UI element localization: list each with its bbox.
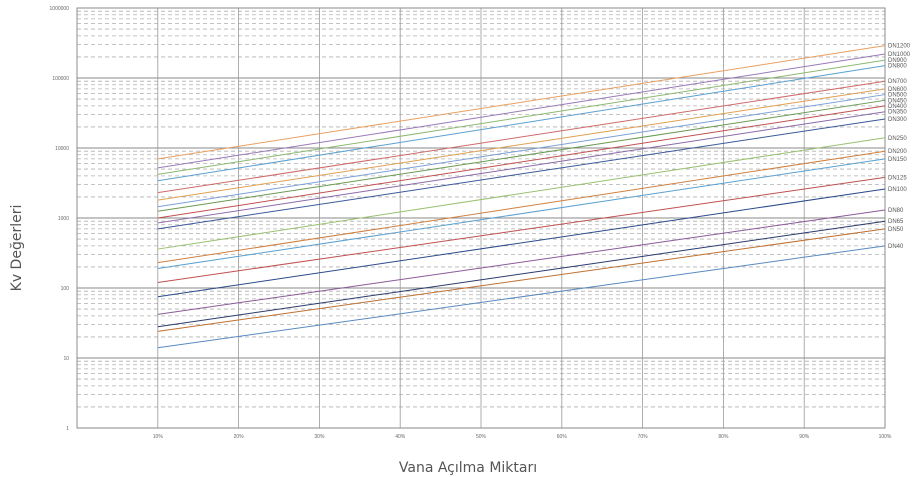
y-tick-label: 10000 [55, 146, 69, 152]
series-line-dn250 [157, 137, 886, 250]
series-label-dn500: DN500 [888, 93, 907, 99]
y-tick-label: 100000 [52, 76, 69, 82]
x-axis-title: Vana Açılma Miktarı [399, 460, 537, 476]
series-line-dn100 [157, 188, 886, 298]
y-tick-label: 10 [63, 356, 69, 362]
series-labels: DN1200DN1000DN900DN800DN700DN600DN500DN4… [888, 44, 911, 250]
series-label-dn300: DN300 [888, 117, 907, 123]
series-label-dn1200: DN1200 [888, 44, 911, 50]
series-line-dn350 [157, 111, 886, 224]
y-tick-label: 100 [61, 286, 70, 292]
x-tick-label: 80% [718, 434, 729, 440]
series-label-dn100: DN100 [888, 187, 907, 193]
series-line-dn80 [157, 209, 886, 315]
series-line-dn1000 [157, 53, 886, 169]
series-label-dn80: DN80 [888, 208, 904, 214]
series-line-dn65 [157, 220, 886, 328]
series-label-dn700: DN700 [888, 79, 907, 85]
x-tick-label: 10% [153, 434, 164, 440]
x-tick-label: 100% [879, 434, 892, 440]
x-tick-label: 60% [557, 434, 568, 440]
y-tick-label: 1000 [58, 216, 69, 222]
series-label-dn400: DN400 [888, 104, 907, 110]
series-line-dn600 [157, 88, 886, 201]
series-label-dn65: DN65 [888, 219, 904, 225]
series-label-dn200: DN200 [888, 149, 907, 155]
y-tick-label: 1 [66, 426, 69, 432]
grid [76, 7, 886, 429]
series-line-dn700 [157, 80, 886, 194]
series-line-dn150 [157, 158, 886, 269]
y-tick-label: 1000000 [50, 6, 70, 12]
series-label-dn900: DN900 [888, 58, 907, 64]
series-line-dn300 [157, 118, 886, 230]
series-label-dn125: DN125 [888, 175, 907, 181]
x-tick-label: 40% [395, 434, 406, 440]
series-label-dn40: DN40 [888, 244, 904, 250]
series-lines [157, 45, 886, 349]
series-line-dn40 [157, 245, 886, 349]
x-tick-label: 50% [476, 434, 487, 440]
series-line-dn50 [157, 228, 886, 332]
series-label-dn350: DN350 [888, 110, 907, 116]
series-line-dn900 [157, 59, 886, 175]
x-tick-label: 90% [799, 434, 810, 440]
x-tick-label: 20% [234, 434, 245, 440]
series-line-dn125 [157, 176, 886, 283]
series-line-dn450 [157, 99, 886, 212]
tick-labels: 1000000 100000 10000 1000 100 10 1 10% 20% 30% 40%… [50, 6, 892, 440]
series-line-dn200 [157, 150, 886, 264]
plot-frame [76, 7, 886, 429]
series-label-dn450: DN450 [888, 98, 907, 104]
series-label-dn250: DN250 [888, 136, 907, 142]
series-line-dn800 [157, 65, 886, 182]
series-label-dn50: DN50 [888, 227, 904, 233]
series-label-dn600: DN600 [888, 87, 907, 93]
series-label-dn1000: DN1000 [888, 52, 911, 58]
series-label-dn150: DN150 [888, 157, 907, 163]
x-tick-label: 30% [314, 434, 325, 440]
y-axis-title: Kv Değerleri [9, 205, 25, 292]
series-line-dn400 [157, 105, 886, 219]
series-line-dn500 [157, 94, 886, 208]
series-line-dn1200 [157, 45, 886, 160]
series-label-dn800: DN800 [888, 64, 907, 70]
x-tick-label: 70% [638, 434, 649, 440]
